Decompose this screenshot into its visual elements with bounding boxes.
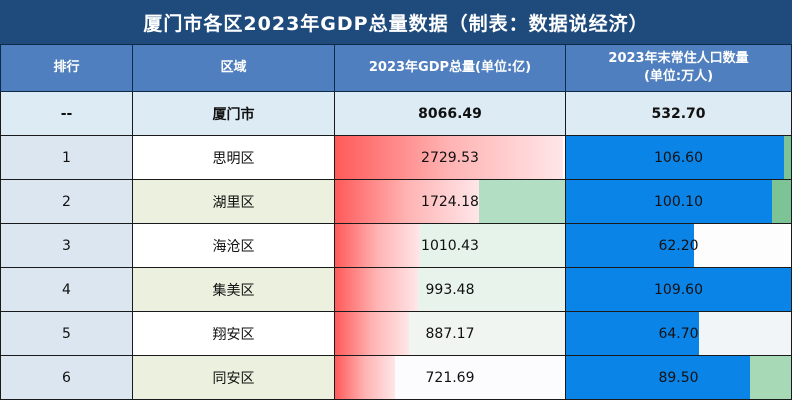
gdp-data-bar <box>335 356 395 399</box>
table-row: 3 海沧区 1010.43 62.20 <box>0 224 792 268</box>
total-rank: -- <box>0 92 133 136</box>
population-value: 62.20 <box>658 237 699 254</box>
population-cell: 62.20 <box>566 224 792 268</box>
table-row: 5 翔安区 887.17 64.70 <box>0 312 792 356</box>
gdp-cell: 1010.43 <box>335 224 566 268</box>
gdp-cell: 1724.18 <box>335 180 566 224</box>
gdp-value: 2729.53 <box>421 149 479 166</box>
population-data-bar <box>566 136 784 179</box>
district-cell: 集美区 <box>133 268 335 312</box>
population-cell: 106.60 <box>566 136 792 180</box>
rank-cell: 3 <box>0 224 133 268</box>
population-value: 89.50 <box>658 369 699 386</box>
population-data-bar <box>566 356 750 399</box>
district-cell: 海沧区 <box>133 224 335 268</box>
population-data-bar <box>566 180 772 223</box>
population-value: 100.10 <box>654 193 703 210</box>
gdp-cell: 721.69 <box>335 356 566 400</box>
rank-cell: 4 <box>0 268 133 312</box>
population-value: 109.60 <box>654 281 703 298</box>
population-data-bar <box>566 312 699 355</box>
table-title: 厦门市各区2023年GDP总量数据（制表：数据说经济） <box>0 0 792 45</box>
gdp-data-bar <box>335 312 409 355</box>
total-district: 厦门市 <box>133 92 335 136</box>
district-cell: 同安区 <box>133 356 335 400</box>
population-cell: 64.70 <box>566 312 792 356</box>
gdp-value: 721.69 <box>425 369 475 386</box>
population-data-bar <box>566 224 694 267</box>
population-cell: 100.10 <box>566 180 792 224</box>
header-gdp: 2023年GDP总量(单位:亿) <box>335 45 566 92</box>
table-row: 6 同安区 721.69 89.50 <box>0 356 792 400</box>
table-row: 1 思明区 2729.53 106.60 <box>0 136 792 180</box>
rank-cell: 5 <box>0 312 133 356</box>
population-value: 106.60 <box>654 149 703 166</box>
gdp-cell: 887.17 <box>335 312 566 356</box>
gdp-cell: 2729.53 <box>335 136 566 180</box>
district-cell: 思明区 <box>133 136 335 180</box>
gdp-data-bar <box>335 136 563 179</box>
gdp-value: 1010.43 <box>421 237 479 254</box>
header-population-line1: 2023年末常住人口数量 <box>608 51 749 66</box>
gdp-value: 993.48 <box>425 281 475 298</box>
gdp-data-bar <box>335 180 479 223</box>
total-row: -- 厦门市 8066.49 532.70 <box>0 92 792 136</box>
gdp-data-bar <box>335 224 420 267</box>
header-population-line2: (单位:万人) <box>643 69 714 84</box>
header-population: 2023年末常住人口数量 (单位:万人) <box>566 45 792 92</box>
population-value: 64.70 <box>658 325 699 342</box>
total-gdp: 8066.49 <box>335 92 566 136</box>
district-cell: 湖里区 <box>133 180 335 224</box>
gdp-cell: 993.48 <box>335 268 566 312</box>
district-cell: 翔安区 <box>133 312 335 356</box>
population-cell: 109.60 <box>566 268 792 312</box>
population-cell: 89.50 <box>566 356 792 400</box>
gdp-value: 1724.18 <box>421 193 479 210</box>
header-rank: 排行 <box>0 45 133 92</box>
total-population: 532.70 <box>566 92 792 136</box>
population-data-bar <box>566 268 791 311</box>
gdp-value: 887.17 <box>425 325 475 342</box>
header-district: 区域 <box>133 45 335 92</box>
rank-cell: 6 <box>0 356 133 400</box>
table-row: 2 湖里区 1724.18 100.10 <box>0 180 792 224</box>
table-row: 4 集美区 993.48 109.60 <box>0 268 792 312</box>
header-row: 排行 区域 2023年GDP总量(单位:亿) 2023年末常住人口数量 (单位:… <box>0 45 792 92</box>
rank-cell: 1 <box>0 136 133 180</box>
rank-cell: 2 <box>0 180 133 224</box>
gdp-data-bar <box>335 268 418 311</box>
